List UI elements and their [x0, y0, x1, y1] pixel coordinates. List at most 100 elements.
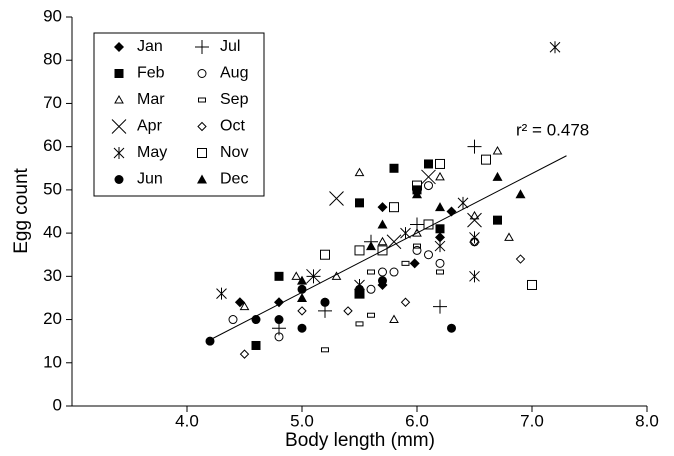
data-point [409, 258, 420, 269]
legend-marker [198, 97, 206, 103]
data-point [413, 243, 421, 249]
data-point [329, 191, 344, 206]
y-tick-label: 40 [43, 223, 62, 242]
data-point [492, 171, 503, 181]
y-axis-title: Egg count [11, 168, 32, 254]
legend-marker [114, 94, 124, 104]
y-tick-label: 80 [43, 50, 62, 69]
y-tick-label: 60 [43, 136, 62, 155]
y-tick-label: 70 [43, 93, 62, 112]
legend-label: Feb [137, 65, 165, 82]
data-point [306, 269, 321, 284]
y-tick-label: 0 [53, 395, 62, 414]
data-point [467, 212, 482, 228]
y-tick-label: 50 [43, 179, 62, 198]
data-point [297, 284, 307, 294]
data-point [367, 312, 375, 318]
data-point [424, 181, 433, 191]
data-point [435, 258, 445, 268]
data-point [274, 297, 284, 308]
data-point [467, 139, 482, 154]
legend-marker [113, 147, 125, 159]
data-point [297, 323, 307, 333]
data-point [457, 196, 469, 209]
data-point [205, 336, 215, 346]
data-point [377, 202, 388, 213]
legend-marker [197, 148, 207, 158]
data-point [251, 340, 261, 350]
data-point [366, 284, 376, 294]
data-point [297, 275, 307, 285]
data-point [435, 224, 445, 234]
data-point [435, 158, 445, 169]
y-tick-label: 10 [43, 352, 62, 371]
data-point [367, 269, 375, 275]
y-tick-label: 20 [43, 309, 62, 328]
data-point [515, 189, 526, 199]
legend-marker [197, 121, 207, 132]
data-point [412, 189, 422, 199]
data-point [216, 287, 227, 300]
data-point [389, 314, 399, 324]
data-point [469, 210, 480, 220]
data-point [320, 297, 330, 307]
y-tick-label: 30 [43, 266, 62, 285]
data-point [354, 167, 365, 177]
legend-label: Oct [220, 118, 245, 135]
x-tick-label: 5.0 [290, 411, 314, 430]
data-point [436, 269, 444, 275]
data-point [320, 297, 330, 307]
data-point [424, 250, 433, 260]
data-point [274, 271, 284, 281]
data-point [410, 217, 424, 232]
data-point [421, 169, 436, 185]
x-tick-label: 7.0 [520, 411, 544, 430]
x-tick-label: 6.0 [405, 411, 429, 430]
data-point [515, 254, 526, 264]
data-point [492, 145, 503, 155]
data-point [321, 347, 329, 353]
data-point [251, 315, 261, 325]
legend-marker [197, 174, 207, 184]
data-point [424, 159, 433, 169]
data-point [412, 228, 422, 237]
data-point [400, 297, 411, 307]
data-point [377, 245, 388, 256]
data-point [527, 279, 537, 290]
data-point [239, 349, 250, 359]
data-point [274, 315, 284, 325]
data-point [366, 241, 376, 251]
x-tick-label: 8.0 [635, 411, 659, 430]
data-point [549, 41, 561, 54]
legend-marker [195, 40, 209, 54]
data-point [389, 267, 399, 277]
data-point [297, 292, 307, 302]
data-point [378, 267, 387, 277]
data-point [469, 270, 480, 283]
legend-label: Mar [137, 91, 165, 108]
legend-label: Jun [137, 171, 163, 188]
legend-marker [197, 69, 207, 78]
data-point [481, 154, 491, 165]
legend-marker [114, 42, 124, 52]
data-point [446, 206, 457, 217]
legend-label: Apr [137, 118, 163, 135]
data-point [331, 271, 342, 280]
data-point [291, 271, 302, 280]
data-point [435, 232, 445, 243]
data-point [433, 299, 447, 314]
data-point [401, 260, 410, 266]
legend-label: Jul [220, 38, 240, 55]
data-point [355, 321, 364, 327]
data-point [377, 236, 388, 246]
data-point [386, 234, 402, 250]
legend-marker [114, 69, 124, 78]
data-point [469, 237, 480, 247]
data-point [400, 227, 411, 240]
data-point [389, 163, 399, 173]
legend-label: Aug [220, 65, 248, 82]
legend-box [93, 32, 265, 197]
data-point [493, 215, 502, 225]
legend-label: Dec [220, 171, 248, 188]
